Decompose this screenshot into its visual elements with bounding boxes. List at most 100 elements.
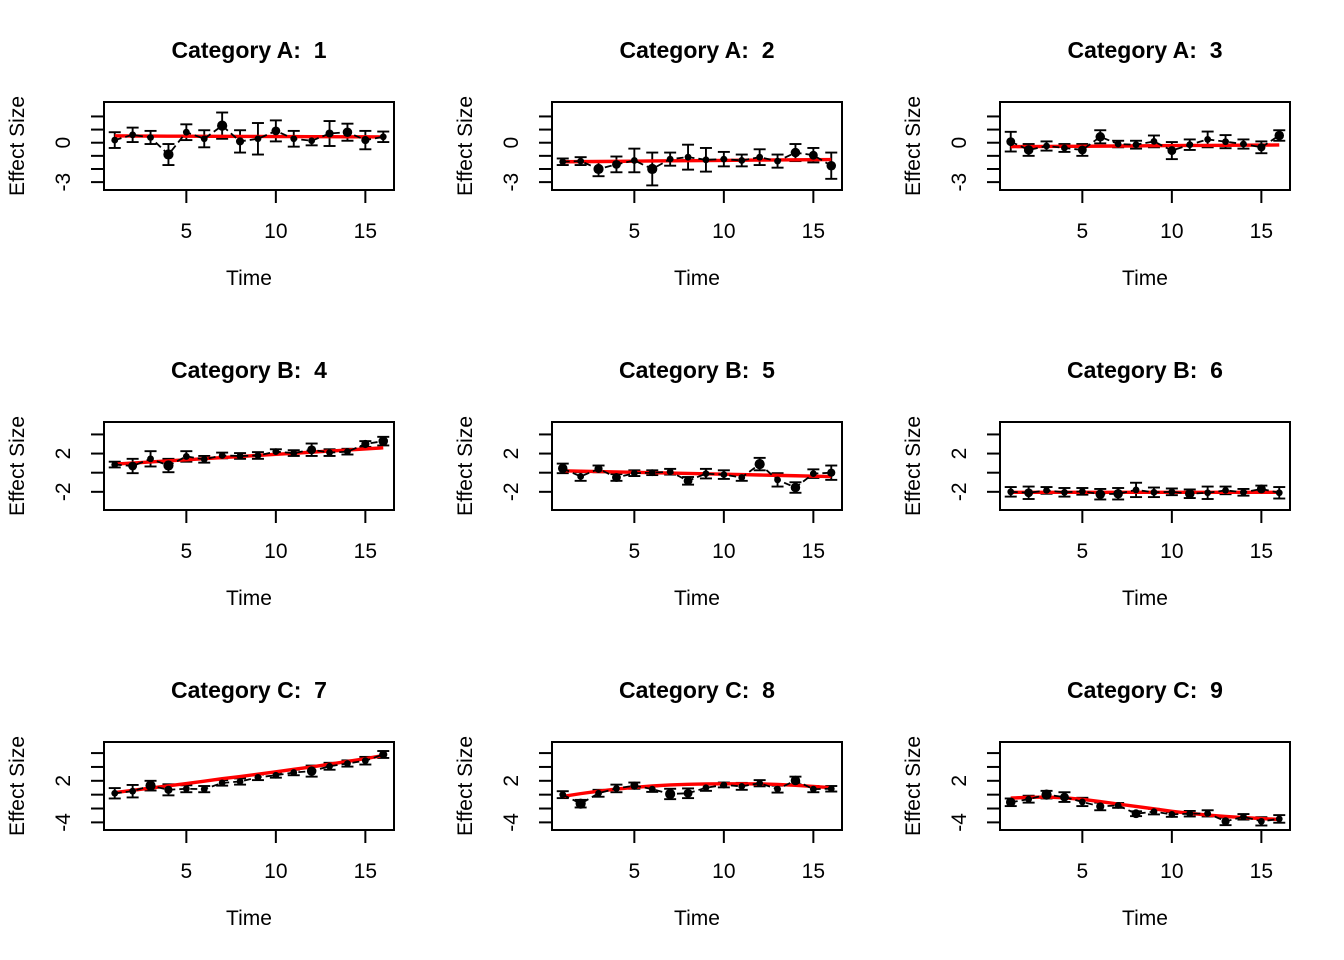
- x-tick-label: 5: [1077, 860, 1089, 883]
- data-point: [1257, 143, 1266, 152]
- data-point: [254, 452, 262, 459]
- y-axis-label: Effect Size: [6, 96, 29, 196]
- data-point: [738, 157, 746, 164]
- data-point: [307, 445, 317, 455]
- data-point: [613, 785, 620, 792]
- data-point: [306, 766, 317, 776]
- data-point: [738, 474, 746, 481]
- trend-line: [562, 782, 832, 799]
- mean-connector-line: [114, 753, 384, 795]
- data-point: [595, 789, 602, 797]
- data-point: [790, 775, 801, 786]
- data-point: [1186, 141, 1194, 149]
- data-point: [683, 788, 693, 798]
- data-point: [271, 126, 281, 136]
- data-point: [378, 436, 389, 446]
- y-axis-label: Effect Size: [902, 736, 925, 836]
- x-axis-label: Time: [674, 267, 720, 290]
- panel-category-a-1: Category A: 1 Time Effect Size 5 10 15 0 -3: [0, 0, 448, 320]
- plot-area: 5 10 15 2 -4: [500, 741, 843, 883]
- y-axis-label: Effect Size: [454, 736, 477, 836]
- data-point: [163, 460, 174, 471]
- x-tick-label: 5: [629, 540, 641, 563]
- x-tick-label: 15: [354, 540, 377, 563]
- data-point: [1221, 817, 1230, 826]
- panel-title: Category B: 5: [619, 357, 775, 383]
- plot-svg-1: Category A: 1 Time Effect Size 5 10 15 0 -3: [6, 37, 395, 290]
- data-point: [1186, 810, 1194, 818]
- data-point: [1025, 795, 1033, 803]
- y-tick-label: 2: [948, 775, 971, 787]
- data-point: [826, 160, 837, 171]
- x-tick-label: 5: [181, 540, 193, 563]
- x-tick-label: 10: [712, 220, 735, 243]
- panel-category-b-4: Category B: 4 Time Effect Size 5 10 15 2 -2: [0, 320, 448, 640]
- x-axis-label: Time: [226, 907, 272, 930]
- y-tick-label: 0: [500, 137, 523, 149]
- data-point: [559, 158, 567, 166]
- plot-area: 5 10 15 2 -2: [52, 421, 395, 563]
- plot-box: [551, 741, 843, 831]
- plot-box: [551, 421, 843, 511]
- x-tick-label: 5: [181, 860, 193, 883]
- data-point: [648, 469, 656, 477]
- data-point: [575, 798, 586, 809]
- data-point: [1043, 486, 1050, 494]
- plot-svg-6: Category B: 6 Time Effect Size 5 10 15 2 -2: [902, 357, 1291, 610]
- data-point: [379, 133, 387, 141]
- plot-svg-5: Category B: 5 Time Effect Size 5 10 15 2 -2: [454, 357, 843, 610]
- data-point: [1256, 484, 1266, 494]
- data-point: [630, 157, 638, 164]
- y-axis-label: Effect Size: [902, 96, 925, 196]
- y-tick-label: 2: [500, 775, 523, 787]
- data-point: [147, 455, 154, 463]
- x-tick-label: 10: [264, 860, 287, 883]
- plot-area: 5 10 15 2 -4: [52, 741, 395, 883]
- data-point: [1005, 797, 1016, 808]
- data-point: [1240, 813, 1247, 821]
- data-point: [720, 155, 728, 163]
- data-point: [1023, 145, 1034, 155]
- x-axis-label: Time: [1122, 907, 1168, 930]
- panel-title: Category A: 2: [619, 37, 774, 63]
- data-point: [1041, 789, 1052, 800]
- data-point: [361, 136, 370, 145]
- data-point: [1204, 809, 1212, 817]
- data-point: [1043, 142, 1050, 150]
- panel-category-a-2: Category A: 2 Time Effect Size 5 10 15 0 -3: [448, 0, 896, 320]
- mean-connector-line: [562, 151, 832, 170]
- x-axis-label: Time: [674, 587, 720, 610]
- panel-title: Category B: 4: [171, 357, 327, 383]
- y-tick-label: -3: [52, 173, 75, 192]
- x-tick-label: 10: [1160, 540, 1183, 563]
- x-tick-label: 10: [1160, 220, 1183, 243]
- plot-svg-4: Category B: 4 Time Effect Size 5 10 15 2 -2: [6, 357, 395, 610]
- data-point: [1096, 802, 1105, 811]
- x-axis-label: Time: [1122, 267, 1168, 290]
- data-point: [702, 156, 710, 164]
- data-point: [612, 159, 621, 169]
- data-point: [1060, 792, 1069, 802]
- data-point: [559, 791, 567, 799]
- plot-box: [999, 101, 1291, 191]
- x-tick-label: 5: [629, 220, 641, 243]
- data-point: [1275, 489, 1283, 497]
- x-axis-label: Time: [1122, 587, 1168, 610]
- x-tick-label: 5: [1077, 540, 1089, 563]
- x-tick-label: 15: [802, 220, 825, 243]
- data-point: [1095, 132, 1106, 142]
- data-point: [684, 153, 692, 161]
- plot-area: 5 10 15 0 -3: [948, 101, 1291, 243]
- trend-line: [562, 469, 832, 479]
- data-point: [1275, 815, 1283, 823]
- data-point: [200, 785, 208, 793]
- data-point: [1168, 811, 1176, 818]
- data-point: [1204, 489, 1212, 497]
- plot-area: 5 10 15 2 -2: [948, 421, 1291, 563]
- data-point: [326, 449, 333, 457]
- data-point: [756, 779, 764, 787]
- data-point: [702, 470, 710, 478]
- data-point: [665, 788, 676, 800]
- data-point: [1132, 486, 1140, 494]
- y-tick-label: -3: [948, 173, 971, 192]
